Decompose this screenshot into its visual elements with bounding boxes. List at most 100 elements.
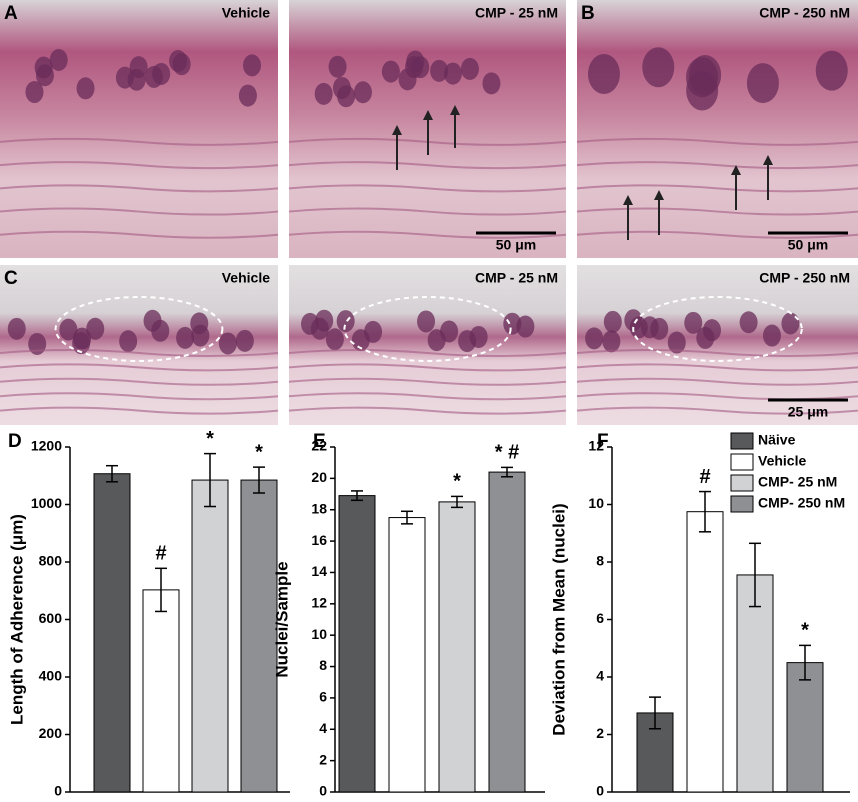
y-tick-label: 0: [319, 783, 327, 799]
fiber: [576, 349, 858, 357]
y-tick-label: 4: [596, 668, 604, 684]
bar: [488, 471, 526, 793]
nucleus: [603, 310, 622, 333]
fiber: [576, 406, 858, 415]
fiber: [0, 184, 279, 193]
bar: [191, 479, 229, 793]
y-axis-label: Nuclei/Sample: [272, 561, 291, 677]
y-tick-label: 0: [54, 783, 62, 799]
nucleus: [144, 65, 163, 88]
nucleus: [460, 57, 479, 80]
arrow-head: [623, 195, 633, 205]
scale-bar-label: 50 μm: [496, 237, 536, 253]
nucleus: [35, 64, 54, 87]
fiber: [576, 363, 858, 372]
micrograph: CMP - 250 nM 25 μm: [576, 265, 858, 425]
bar: [686, 511, 724, 793]
nucleus: [76, 77, 95, 100]
significance-mark: #: [155, 543, 166, 565]
nucleus: [585, 327, 604, 350]
nucleus: [49, 48, 68, 71]
nucleus: [191, 324, 210, 347]
significance-mark: #: [699, 466, 710, 488]
y-tick-label: 2: [596, 725, 604, 741]
bar: [142, 589, 180, 793]
nucleus: [151, 319, 170, 342]
nucleus: [238, 84, 257, 107]
y-tick-label: 14: [311, 563, 327, 579]
significance-mark: * #: [495, 442, 519, 464]
bar: [388, 517, 426, 793]
nucleus: [172, 53, 191, 76]
nucleus: [684, 311, 703, 334]
tissue-image: [0, 0, 278, 258]
bar: [93, 473, 131, 793]
nucleus: [815, 50, 848, 91]
panel-caption: Vehicle: [222, 5, 270, 21]
region-outline: [632, 296, 803, 362]
fiber: [0, 363, 279, 372]
legend-swatch: [730, 474, 754, 492]
y-tick-label: 10: [588, 495, 604, 511]
panel-letter: F: [597, 431, 609, 452]
y-tick-label: 6: [319, 689, 327, 705]
y-tick-label: 1200: [31, 438, 62, 454]
fiber: [0, 406, 279, 415]
fiber: [288, 161, 567, 170]
y-tick-label: 8: [319, 657, 327, 673]
y-tick-label: 22: [311, 438, 327, 454]
y-tick-label: 4: [319, 720, 327, 736]
nucleus: [642, 47, 675, 88]
fiber: [576, 230, 858, 239]
nucleus: [72, 332, 91, 355]
region-outline: [54, 296, 224, 362]
scale-bar-label: 25 μm: [788, 404, 828, 420]
nucleus: [667, 331, 686, 354]
nucleus: [406, 50, 425, 73]
y-tick-label: 1000: [31, 495, 62, 511]
y-tick-label: 16: [311, 532, 327, 548]
nucleus: [243, 54, 262, 77]
panel-caption: Vehicle: [222, 270, 270, 286]
nucleus: [235, 329, 254, 352]
bar: [338, 495, 376, 793]
panel-letter: E: [313, 431, 326, 452]
significance-mark: *: [255, 441, 263, 463]
nucleus: [86, 317, 105, 340]
fiber: [576, 184, 858, 193]
panel-caption: CMP - 25 nM: [475, 5, 558, 21]
nucleus: [353, 81, 372, 104]
nucleus: [781, 312, 800, 335]
fiber: [288, 349, 567, 357]
nucleus: [59, 318, 78, 341]
fiber: [288, 392, 567, 401]
significance-mark: *: [206, 428, 214, 450]
panel-letter: B: [581, 3, 595, 24]
fiber: [0, 137, 279, 146]
panel-caption: CMP - 250 nM: [759, 270, 850, 286]
nucleus: [503, 312, 522, 335]
fiber: [288, 230, 567, 239]
arrow-head: [763, 155, 773, 165]
fiber: [288, 363, 567, 372]
nucleus: [328, 55, 347, 78]
legend-label: Vehicle: [758, 453, 806, 469]
nucleus: [28, 332, 47, 355]
y-tick-label: 12: [588, 438, 604, 454]
significance-mark: *: [801, 620, 809, 642]
nucleus: [310, 317, 329, 340]
nucleus: [430, 59, 449, 82]
nucleus: [443, 62, 462, 85]
nucleus: [696, 326, 715, 349]
nucleus: [746, 63, 779, 104]
nucleus: [458, 330, 477, 353]
scale-bar-label: 50 μm: [788, 237, 828, 253]
nucleus: [325, 328, 344, 351]
nucleus: [129, 56, 148, 79]
nucleus: [176, 326, 195, 349]
bar: [438, 501, 476, 793]
fiber: [288, 207, 567, 216]
fiber: [0, 161, 279, 170]
nucleus: [381, 60, 400, 83]
